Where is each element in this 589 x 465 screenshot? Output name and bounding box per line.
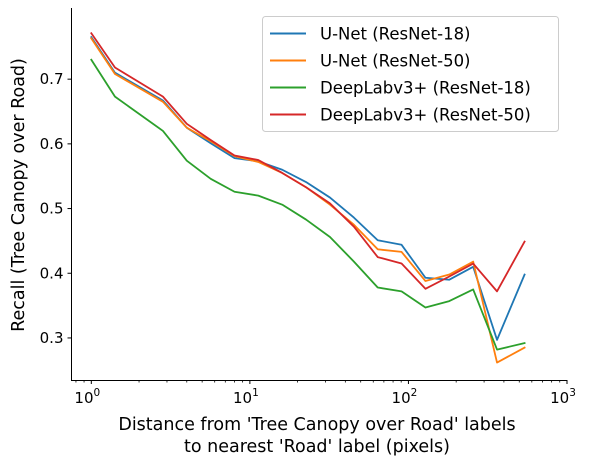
x-tick-label: 103 — [550, 387, 576, 407]
x-tick-label: 102 — [392, 387, 418, 407]
y-tick-label: 0.5 — [40, 200, 64, 218]
series-layer — [90, 31, 526, 364]
legend-label-2: U-Net (ResNet-50) — [320, 52, 471, 71]
x-tick-label: 100 — [74, 387, 100, 407]
series-line-4 — [90, 31, 526, 293]
x-axis-title-line1: Distance from 'Tree Canopy over Road' la… — [118, 415, 515, 435]
y-tick-label: 0.3 — [40, 329, 64, 347]
legend-label-1: U-Net (ResNet-18) — [320, 25, 471, 44]
y-axis-title: Recall (Tree Canopy over Road) — [9, 58, 29, 332]
x-tick-label: 101 — [233, 387, 259, 407]
legend: U-Net (ResNet-18) U-Net (ResNet-50) DeepLa… — [262, 16, 559, 132]
legend-frame — [262, 16, 559, 132]
tick-layer: 0.3 0.4 0.5 0.6 0.7 100 101 102 103 — [40, 70, 576, 407]
y-tick-label: 0.6 — [40, 135, 64, 153]
y-tick-label: 0.4 — [40, 264, 64, 282]
series-line-3 — [90, 58, 526, 351]
x-axis-title-line2: to nearest 'Road' label (pixels) — [184, 437, 450, 457]
legend-label-3: DeepLabv3+ (ResNet-18) — [320, 79, 531, 98]
y-tick-label: 0.7 — [40, 70, 64, 88]
legend-label-4: DeepLabv3+ (ResNet-50) — [320, 106, 531, 125]
